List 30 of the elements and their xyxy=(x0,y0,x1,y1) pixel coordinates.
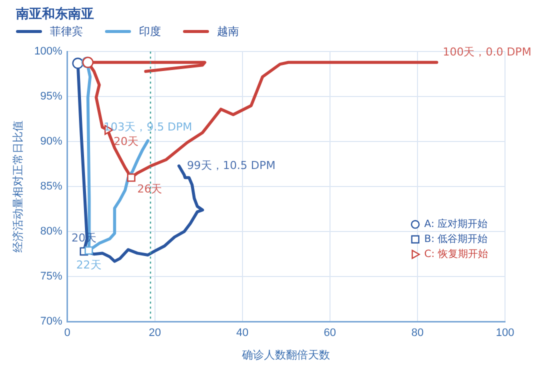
y-tick-label: 100% xyxy=(34,46,63,58)
y-tick-label: 95% xyxy=(40,90,63,103)
point xyxy=(127,173,136,182)
annotation: 100天，0.0 DPM xyxy=(442,45,532,58)
x-tick-label: 20 xyxy=(148,327,161,340)
y-tick-label: 75% xyxy=(40,270,63,283)
x-tick-label: 40 xyxy=(236,327,249,340)
legend-label: 越南 xyxy=(216,24,239,39)
x-tick-label: 80 xyxy=(411,327,424,340)
x-tick-label: 0 xyxy=(64,327,70,340)
y-tick-label: 90% xyxy=(40,136,63,148)
legend-label: 菲律宾 xyxy=(49,24,83,39)
annotation: 22天 xyxy=(76,258,102,272)
y-tick-label: 85% xyxy=(40,180,63,193)
legend-label: 印度 xyxy=(138,24,161,39)
y-tick-label: 80% xyxy=(40,226,63,238)
x-tick-label: 100 xyxy=(496,327,514,340)
y-tick-label: 70% xyxy=(40,316,63,328)
annotation: 26天 xyxy=(137,182,162,196)
annotation: 20天 xyxy=(114,134,139,148)
legend-label: B: 低谷期开始 xyxy=(424,232,488,245)
x-axis-title: 确诊人数翻倍天数 xyxy=(241,348,330,362)
chart-title: 南亚和东南亚 xyxy=(16,6,94,23)
x-tick-label: 60 xyxy=(324,327,336,340)
y-axis-title: 经济活动量相对正常日比值 xyxy=(12,120,25,253)
point xyxy=(84,246,93,255)
legend-label: C: 恢复期开始 xyxy=(424,248,488,260)
legend-label: A: 应对期开始 xyxy=(424,218,488,230)
point xyxy=(72,58,84,69)
annotation: 99天，10.5 DPM xyxy=(186,158,276,172)
